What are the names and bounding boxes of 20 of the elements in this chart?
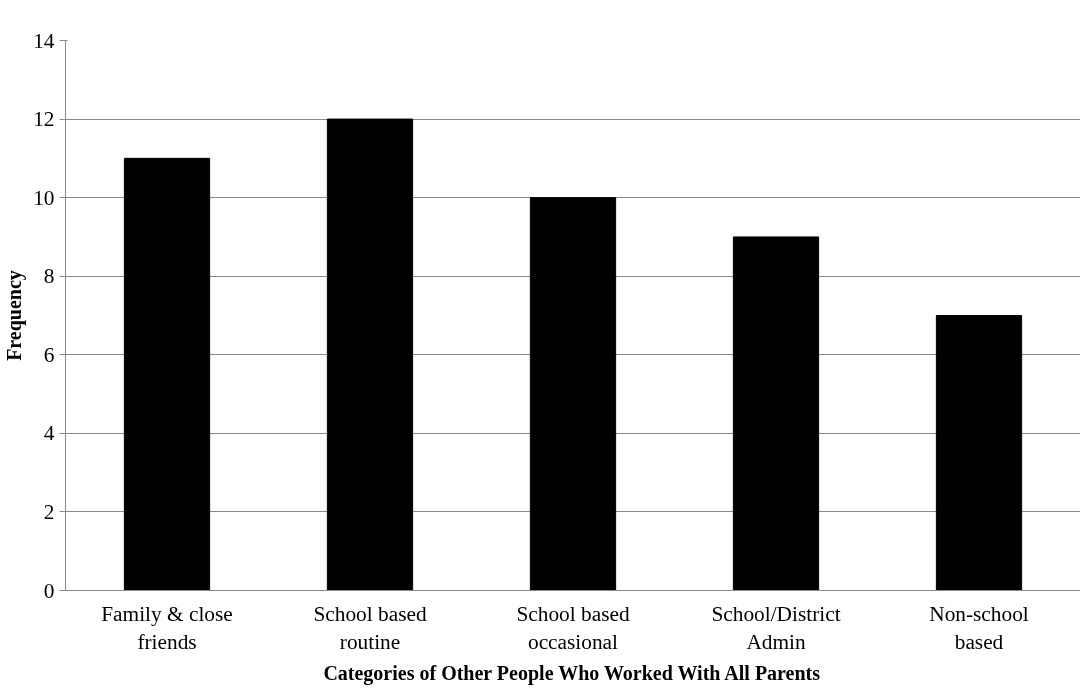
bar xyxy=(326,118,414,591)
x-tick-label: School/District Admin xyxy=(711,601,841,655)
x-tick-label: School based routine xyxy=(313,601,427,655)
x-tick-label: School based occasional xyxy=(516,601,630,655)
x-tick-label: Family & close friends xyxy=(101,601,233,655)
bar xyxy=(123,157,211,591)
y-axis-title: Frequency xyxy=(3,270,27,361)
y-tick-label: 14 xyxy=(33,28,55,53)
y-tick-label: 4 xyxy=(43,421,55,446)
y-tick-label: 2 xyxy=(43,499,55,524)
y-tick-label: 6 xyxy=(43,342,55,367)
y-tick-label: 8 xyxy=(43,264,55,289)
y-tick-label: 12 xyxy=(33,107,55,132)
x-axis-title: Categories of Other People Who Worked With All Parents xyxy=(323,662,821,686)
bar xyxy=(935,315,1023,591)
x-tick-label: Non-school based xyxy=(929,601,1029,655)
bar xyxy=(529,197,617,591)
y-tick-label: 0 xyxy=(43,578,55,603)
bar xyxy=(732,236,820,591)
y-tick-label: 10 xyxy=(33,185,55,210)
